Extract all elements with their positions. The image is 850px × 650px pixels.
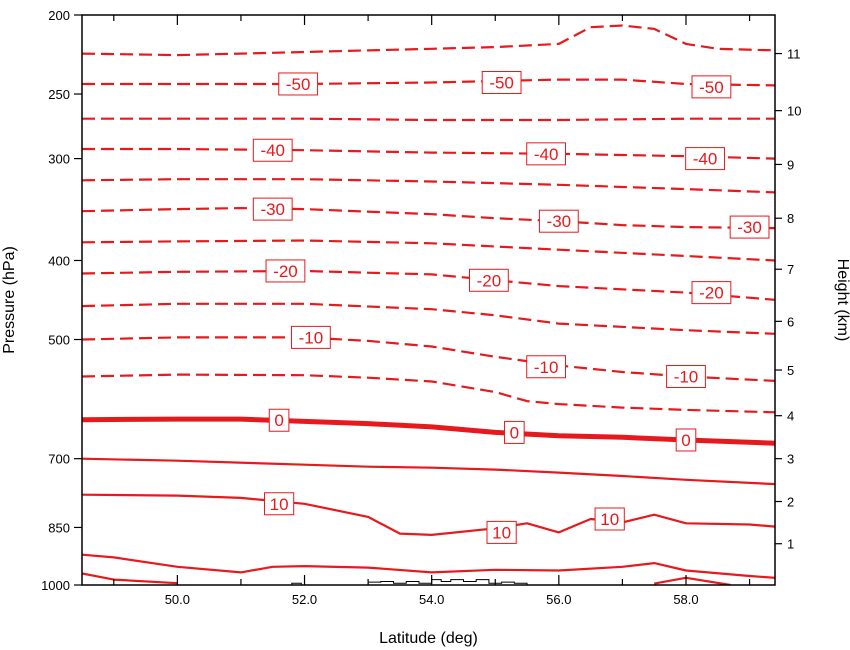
contour-label-box [526, 355, 567, 379]
y-tick-label: 400 [48, 253, 70, 268]
y2-tick-label: 9 [787, 157, 794, 172]
contour-label-box [675, 428, 697, 452]
contour-label-box [265, 259, 306, 283]
contour-label: -50 [286, 75, 311, 94]
y-tick-label: 700 [48, 452, 70, 467]
contour-line [82, 239, 775, 262]
contour-line [82, 207, 775, 230]
x-axis: 50.0 52.0 54.0 56.0 58.0 [113, 15, 751, 607]
contour-label-box [486, 520, 517, 544]
contour-label: -40 [693, 150, 718, 169]
y2-tick-label: 8 [787, 211, 794, 226]
y2-tick-label: 1 [787, 537, 794, 552]
contour-label-box [252, 197, 293, 221]
contour-line [82, 117, 775, 122]
terrain-outline [291, 579, 528, 585]
contour-line [82, 336, 775, 382]
x-axis-title: Latitude (deg) [379, 630, 478, 647]
contour-label-box [594, 507, 625, 531]
y2-tick-label: 11 [787, 47, 801, 62]
y2-tick-label: 4 [787, 409, 794, 424]
terrain-layer [291, 579, 528, 585]
y-tick-label: 200 [48, 8, 70, 23]
x-tick-label: 50.0 [165, 592, 190, 607]
contour-line [82, 553, 775, 579]
contour-line [82, 269, 775, 301]
contour-label-box [729, 215, 770, 239]
contour-label-box [263, 492, 295, 516]
y2-tick-label: 10 [787, 104, 801, 119]
y2-tick-label: 3 [787, 452, 794, 467]
contour-label: -50 [489, 74, 514, 93]
contour-label: -30 [547, 212, 572, 231]
contour-label: 10 [600, 510, 619, 529]
contour-label-box [691, 281, 732, 305]
contour-label: 10 [492, 523, 511, 542]
x-tick-label: 58.0 [673, 592, 698, 607]
contour-label-box [526, 142, 567, 166]
plot-frame [81, 14, 776, 586]
contour-label-box [278, 72, 319, 96]
contour-label: 0 [274, 411, 283, 430]
y-tick-label: 1000 [41, 578, 70, 593]
contour-line [82, 178, 775, 194]
contour-label: -10 [534, 358, 559, 377]
contour-line [82, 78, 775, 87]
contour-line [82, 373, 775, 414]
y-tick-label: 850 [48, 520, 70, 535]
contour-label: 0 [510, 423, 519, 442]
y2-tick-label: 6 [787, 314, 794, 329]
contour-label-box [468, 268, 509, 292]
y2-tick-label: 2 [787, 495, 794, 510]
contour-line [82, 416, 775, 446]
contour-label: 10 [270, 495, 289, 514]
contour-label: -20 [477, 271, 502, 290]
contour-label-box [290, 325, 331, 349]
y2-axis-title: Height (km) [834, 259, 850, 342]
y2-tick-label: 5 [787, 363, 794, 378]
contour-line [82, 457, 775, 486]
y-tick-label: 250 [48, 87, 70, 102]
contour-label-box [691, 75, 732, 99]
contour-label: -20 [273, 262, 298, 281]
contour-label: -50 [699, 78, 724, 97]
contour-label-box [252, 138, 293, 162]
y-tick-label: 500 [48, 333, 70, 348]
x-tick-label: 56.0 [546, 592, 571, 607]
contour-label-box [685, 147, 725, 171]
y-axis-left: 200 250 300 400 500 700 850 1000 [41, 8, 82, 593]
contour-line [82, 147, 775, 160]
y-tick-label: 300 [48, 152, 70, 167]
contour-label-box [481, 71, 522, 95]
contour-line [82, 24, 775, 57]
contour-line [82, 302, 775, 335]
y2-tick-label: 7 [787, 262, 794, 277]
contour-label-box [666, 364, 706, 388]
contour-label: -10 [299, 328, 324, 347]
y-axis-right: 1 2 3 4 5 6 7 8 9 10 11 [775, 47, 801, 552]
contour-label-box [538, 209, 579, 233]
contour-label-layer: -50 -50 -50 -40 -40 -40 -30 -30 -30 -20 -20 -20 -10 -… [252, 71, 770, 544]
contour-label: -40 [260, 141, 285, 160]
x-tick-label: 52.0 [292, 592, 317, 607]
contour-label: -10 [674, 367, 699, 386]
contour-label: -30 [737, 218, 762, 237]
contour-label: -20 [699, 284, 724, 303]
contour-label-box [268, 408, 290, 432]
contour-label: -40 [534, 145, 559, 164]
y-axis-title: Pressure (hPa) [1, 246, 18, 354]
contour-label-box [504, 420, 525, 444]
contour-label: -30 [260, 200, 285, 219]
contour-label: 0 [681, 431, 690, 450]
x-tick-label: 54.0 [419, 592, 444, 607]
